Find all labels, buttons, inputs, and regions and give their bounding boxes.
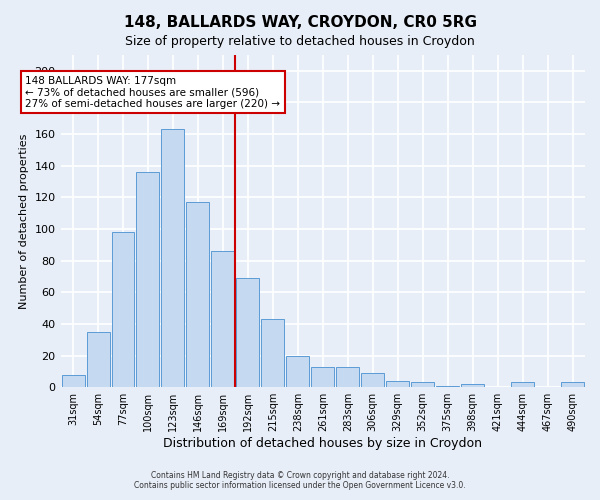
- Text: Contains HM Land Registry data © Crown copyright and database right 2024.
Contai: Contains HM Land Registry data © Crown c…: [134, 470, 466, 490]
- Bar: [161, 130, 184, 387]
- Bar: [262, 319, 284, 387]
- Bar: [211, 251, 235, 387]
- Bar: [62, 374, 85, 387]
- Text: 148, BALLARDS WAY, CROYDON, CR0 5RG: 148, BALLARDS WAY, CROYDON, CR0 5RG: [124, 15, 476, 30]
- Bar: [386, 381, 409, 387]
- Bar: [286, 356, 310, 387]
- Text: Size of property relative to detached houses in Croydon: Size of property relative to detached ho…: [125, 35, 475, 48]
- Bar: [236, 278, 259, 387]
- Bar: [336, 366, 359, 387]
- Bar: [361, 373, 384, 387]
- Bar: [411, 382, 434, 387]
- Bar: [561, 382, 584, 387]
- Bar: [461, 384, 484, 387]
- X-axis label: Distribution of detached houses by size in Croydon: Distribution of detached houses by size …: [163, 437, 482, 450]
- Bar: [86, 332, 110, 387]
- Bar: [187, 202, 209, 387]
- Bar: [511, 382, 534, 387]
- Text: 148 BALLARDS WAY: 177sqm
← 73% of detached houses are smaller (596)
27% of semi-: 148 BALLARDS WAY: 177sqm ← 73% of detach…: [25, 76, 280, 109]
- Bar: [112, 232, 134, 387]
- Bar: [311, 366, 334, 387]
- Y-axis label: Number of detached properties: Number of detached properties: [19, 134, 29, 309]
- Bar: [136, 172, 160, 387]
- Bar: [436, 386, 459, 387]
